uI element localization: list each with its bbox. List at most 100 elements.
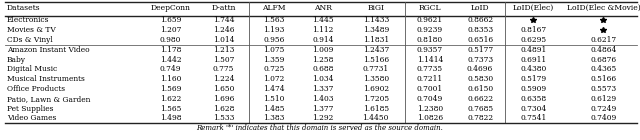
Text: 1.112: 1.112: [312, 26, 333, 34]
Text: 0.5573: 0.5573: [590, 85, 616, 93]
Text: 0.6622: 0.6622: [467, 95, 493, 103]
Text: 0.5166: 0.5166: [590, 75, 616, 83]
Text: 0.7541: 0.7541: [520, 114, 547, 122]
Text: 0.7409: 0.7409: [590, 114, 616, 122]
Text: 0.7249: 0.7249: [590, 105, 616, 113]
Text: 0.5909: 0.5909: [520, 85, 547, 93]
Text: 0.5177: 0.5177: [467, 46, 493, 54]
Text: 1.072: 1.072: [263, 75, 284, 83]
Text: 1.622: 1.622: [160, 95, 181, 103]
Text: 1.744: 1.744: [212, 16, 234, 24]
Text: Datasets: Datasets: [7, 4, 41, 12]
Text: 1.1831: 1.1831: [363, 36, 389, 44]
Text: Patio, Lawn & Garden: Patio, Lawn & Garden: [7, 95, 90, 103]
Text: 0.7731: 0.7731: [363, 65, 389, 73]
Text: BiGI: BiGI: [367, 4, 384, 12]
Text: 1.474: 1.474: [263, 85, 285, 93]
Text: 0.749: 0.749: [160, 65, 181, 73]
Text: Video Games: Video Games: [7, 114, 56, 122]
Text: 0.6150: 0.6150: [467, 85, 493, 93]
Text: 1.014: 1.014: [212, 36, 234, 44]
Text: 1.213: 1.213: [212, 46, 234, 54]
Text: 0.4380: 0.4380: [520, 65, 547, 73]
Text: Baby: Baby: [7, 56, 26, 64]
Text: Musical Instruments: Musical Instruments: [7, 75, 85, 83]
Text: LoID: LoID: [471, 4, 490, 12]
Text: LoID(Elec &Movie): LoID(Elec &Movie): [566, 4, 640, 12]
Text: 1.3580: 1.3580: [363, 75, 389, 83]
Text: Electronics: Electronics: [7, 16, 49, 24]
Text: 1.075: 1.075: [263, 46, 284, 54]
Text: 0.4696: 0.4696: [467, 65, 493, 73]
Text: 0.4891: 0.4891: [520, 46, 547, 54]
Text: 1.6185: 1.6185: [363, 105, 389, 113]
Text: Remark '*' indicates that this domain is served as the source domain.: Remark '*' indicates that this domain is…: [196, 124, 444, 132]
Text: 1.628: 1.628: [212, 105, 234, 113]
Text: Movies & TV: Movies & TV: [7, 26, 56, 34]
Text: ANR: ANR: [314, 4, 332, 12]
Text: 1.510: 1.510: [263, 95, 284, 103]
Text: 1.565: 1.565: [160, 105, 181, 113]
Text: 1.034: 1.034: [312, 75, 333, 83]
Text: 0.9357: 0.9357: [417, 46, 443, 54]
Text: 0.4864: 0.4864: [590, 46, 616, 54]
Text: 0.7735: 0.7735: [417, 65, 443, 73]
Text: 1.4450: 1.4450: [363, 114, 389, 122]
Text: 0.7211: 0.7211: [417, 75, 443, 83]
Text: 0.4365: 0.4365: [590, 65, 616, 73]
Text: 0.8662: 0.8662: [467, 16, 493, 24]
Text: 1.445: 1.445: [312, 16, 333, 24]
Text: 1.7205: 1.7205: [363, 95, 389, 103]
Text: 1.383: 1.383: [263, 114, 284, 122]
Text: 1.009: 1.009: [312, 46, 333, 54]
Text: 0.9621: 0.9621: [417, 16, 443, 24]
Text: 1.485: 1.485: [263, 105, 284, 113]
Text: 1.337: 1.337: [312, 85, 333, 93]
Text: 1.5166: 1.5166: [363, 56, 389, 64]
Text: 1.292: 1.292: [312, 114, 333, 122]
Text: 1.659: 1.659: [160, 16, 181, 24]
Text: 1.507: 1.507: [212, 56, 234, 64]
Text: 1.696: 1.696: [212, 95, 234, 103]
Text: 0.7304: 0.7304: [520, 105, 547, 113]
Text: Office Products: Office Products: [7, 85, 65, 93]
Text: 0.775: 0.775: [212, 65, 234, 73]
Text: 0.6911: 0.6911: [520, 56, 547, 64]
Text: Pet Supplies: Pet Supplies: [7, 105, 54, 113]
Text: 1.359: 1.359: [263, 56, 284, 64]
Text: CDs & Vinyl: CDs & Vinyl: [7, 36, 52, 44]
Text: 0.5830: 0.5830: [467, 75, 493, 83]
Text: 1.0826: 1.0826: [417, 114, 443, 122]
Text: 0.7373: 0.7373: [467, 56, 493, 64]
Text: 1.258: 1.258: [312, 56, 333, 64]
Text: 0.8353: 0.8353: [467, 26, 493, 34]
Text: 1.2380: 1.2380: [417, 105, 443, 113]
Text: 0.6295: 0.6295: [520, 36, 547, 44]
Text: 1.2437: 1.2437: [363, 46, 389, 54]
Text: 1.569: 1.569: [160, 85, 181, 93]
Text: 1.403: 1.403: [312, 95, 333, 103]
Text: 0.980: 0.980: [160, 36, 181, 44]
Text: Amazon Instant Video: Amazon Instant Video: [7, 46, 90, 54]
Text: 0.8167: 0.8167: [520, 26, 547, 34]
Text: 0.688: 0.688: [312, 65, 333, 73]
Text: 1.178: 1.178: [160, 46, 181, 54]
Text: ALFM: ALFM: [262, 4, 285, 12]
Text: 1.207: 1.207: [160, 26, 181, 34]
Text: 0.6129: 0.6129: [590, 95, 616, 103]
Text: 0.7685: 0.7685: [467, 105, 493, 113]
Text: 0.7001: 0.7001: [417, 85, 443, 93]
Text: 1.1433: 1.1433: [363, 16, 389, 24]
Text: 0.7822: 0.7822: [467, 114, 493, 122]
Text: 0.6876: 0.6876: [590, 56, 616, 64]
Text: 0.6217: 0.6217: [590, 36, 616, 44]
Text: 0.6358: 0.6358: [520, 95, 547, 103]
Text: 1.1414: 1.1414: [417, 56, 443, 64]
Text: D-attn: D-attn: [211, 4, 236, 12]
Text: LoID(Elec): LoID(Elec): [513, 4, 554, 12]
Text: 1.193: 1.193: [263, 26, 284, 34]
Text: 0.956: 0.956: [263, 36, 284, 44]
Text: Digital Music: Digital Music: [7, 65, 58, 73]
Text: 0.725: 0.725: [263, 65, 284, 73]
Text: 1.246: 1.246: [212, 26, 234, 34]
